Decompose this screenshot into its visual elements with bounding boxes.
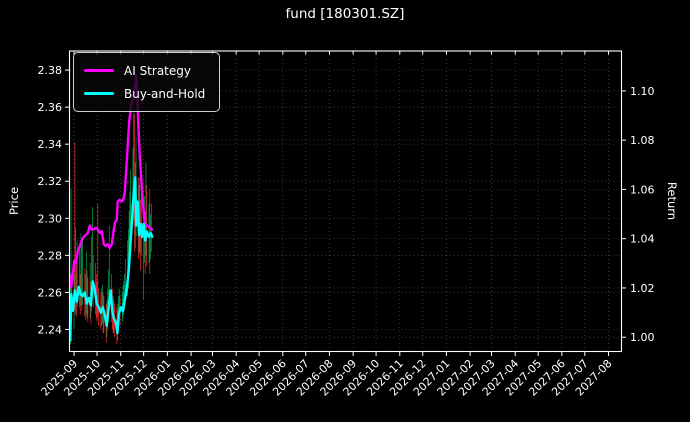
legend-item-ai-strategy: AI Strategy (84, 59, 205, 82)
legend-item-buy-and-hold: Buy-and-Hold (84, 82, 205, 105)
legend-label: Buy-and-Hold (124, 86, 206, 101)
candle-body (124, 283, 126, 293)
y-right-tick-label: 1.04 (630, 233, 655, 246)
candle-body (128, 236, 130, 256)
ai-strategy-line (69, 74, 154, 288)
candle-body (130, 203, 132, 221)
legend: AI Strategy Buy-and-Hold (73, 52, 221, 112)
y-left-tick-label: 2.30 (38, 212, 63, 225)
y-left-tick-label: 2.24 (38, 323, 63, 336)
y-right-tick-label: 1.06 (630, 183, 655, 196)
chart-title: fund [180301.SZ] (285, 6, 405, 22)
candle-body (81, 290, 83, 295)
y-left-tick-label: 2.34 (38, 138, 63, 151)
buy-and-hold-line-swatch (84, 91, 114, 96)
y-left-tick-label: 2.38 (38, 64, 63, 77)
y-left-tick-label: 2.28 (38, 249, 63, 262)
y-right-tick-label: 1.08 (630, 134, 655, 147)
y-axis-label-return: Return (665, 181, 679, 221)
candle-body (129, 220, 131, 237)
legend-label: AI Strategy (124, 63, 191, 78)
plot-border (68, 50, 623, 353)
gridlines (69, 51, 622, 352)
y-right-tick-label: 1.02 (630, 282, 655, 295)
buy-and-hold-line (69, 176, 154, 342)
y-right-tick-label: 1.10 (630, 85, 655, 98)
y-axis-label-price: Price (7, 186, 21, 216)
ai-strategy-line-swatch (84, 68, 114, 73)
y-left-tick-label: 2.32 (38, 175, 63, 188)
y-left-tick-label: 2.26 (38, 286, 63, 299)
y-left-tick-label: 2.36 (38, 101, 63, 114)
y-right-tick-label: 1.00 (630, 331, 655, 344)
candle-body (81, 292, 84, 295)
